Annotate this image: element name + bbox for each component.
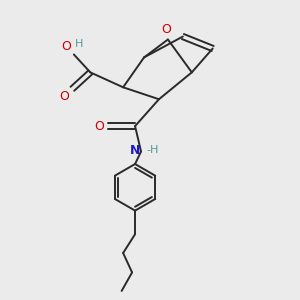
Text: N: N [130, 144, 140, 158]
Text: O: O [61, 40, 71, 53]
Text: -H: -H [146, 145, 159, 155]
Text: O: O [95, 120, 105, 133]
Text: O: O [59, 90, 69, 103]
Text: O: O [161, 23, 171, 36]
Text: H: H [75, 39, 83, 49]
